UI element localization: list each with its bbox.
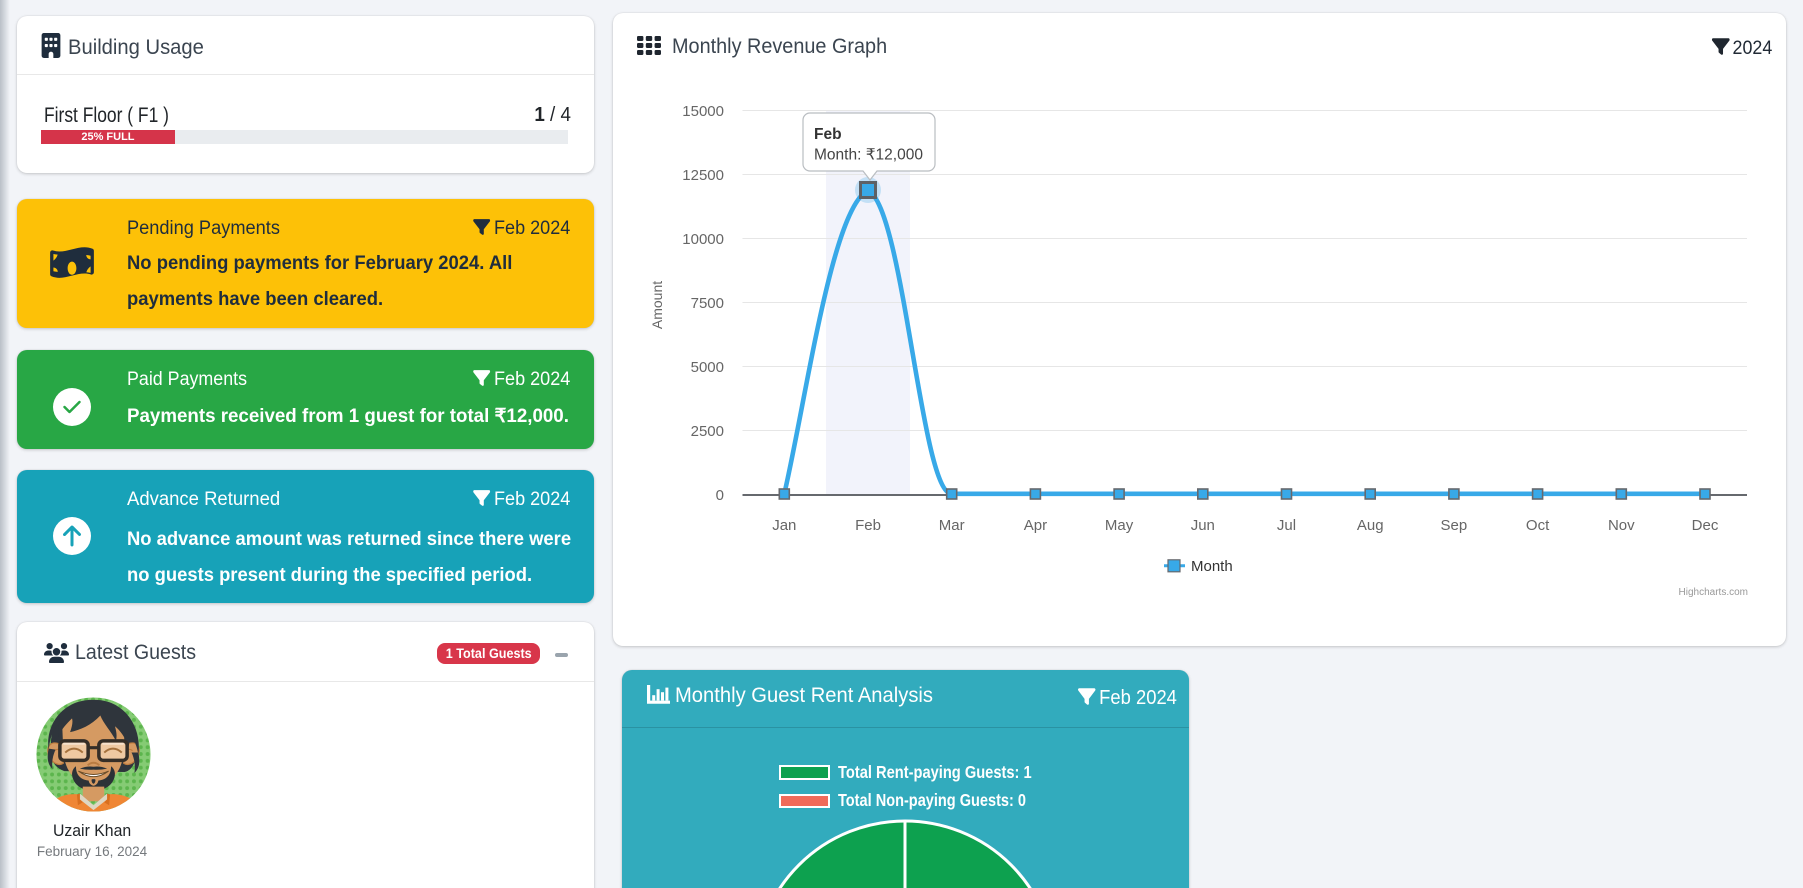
svg-text:Amount: Amount — [649, 281, 665, 329]
svg-text:15000: 15000 — [682, 103, 724, 120]
svg-text:Jul: Jul — [1277, 517, 1296, 534]
svg-text:Dec: Dec — [1692, 517, 1719, 534]
svg-text:Sep: Sep — [1441, 517, 1468, 534]
svg-text:7500: 7500 — [691, 295, 724, 312]
svg-text:0: 0 — [716, 487, 724, 504]
svg-text:Oct: Oct — [1526, 517, 1550, 534]
svg-text:Month: Month — [1191, 558, 1233, 575]
svg-text:Mar: Mar — [939, 517, 965, 534]
svg-text:Nov: Nov — [1608, 517, 1635, 534]
svg-text:5000: 5000 — [691, 359, 724, 376]
svg-text:Month: ₹12,000: Month: ₹12,000 — [814, 147, 923, 164]
svg-text:Highcharts.com: Highcharts.com — [1679, 587, 1748, 598]
svg-text:May: May — [1105, 517, 1134, 534]
svg-text:2500: 2500 — [691, 423, 724, 440]
svg-text:Aug: Aug — [1357, 517, 1384, 534]
svg-text:Apr: Apr — [1024, 517, 1047, 534]
svg-text:Feb: Feb — [855, 517, 881, 534]
svg-text:Jan: Jan — [772, 517, 796, 534]
svg-text:12500: 12500 — [682, 167, 724, 184]
svg-text:Jun: Jun — [1191, 517, 1215, 534]
svg-text:10000: 10000 — [682, 231, 724, 248]
svg-text:Feb: Feb — [814, 126, 842, 143]
